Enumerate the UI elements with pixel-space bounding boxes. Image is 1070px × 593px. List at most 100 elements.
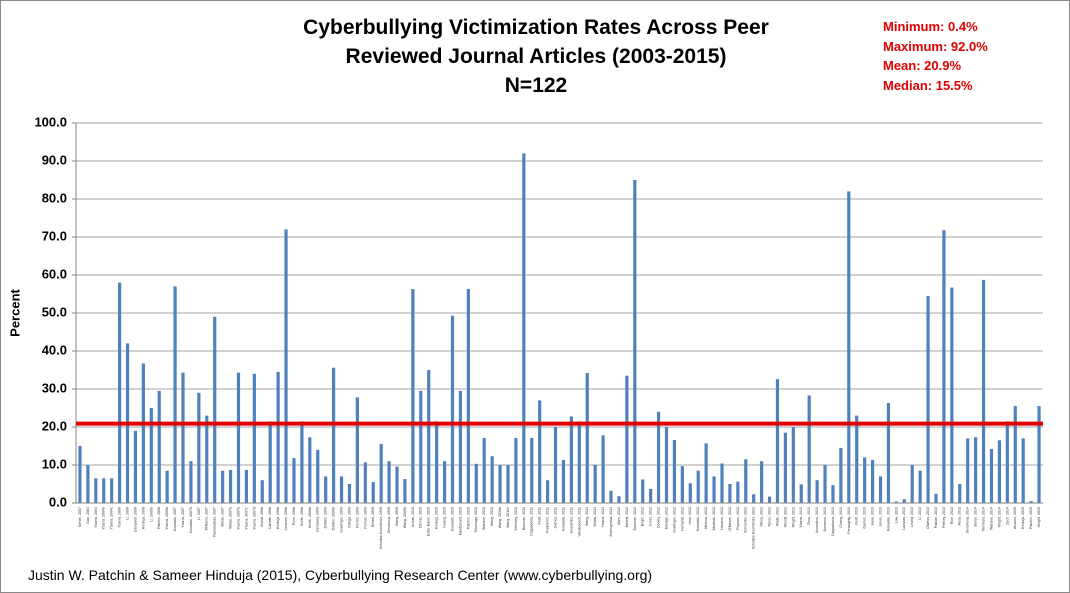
bar xyxy=(974,437,978,503)
bar xyxy=(839,447,843,503)
bar xyxy=(609,490,613,503)
bar xyxy=(221,470,225,503)
bar xyxy=(498,465,502,503)
bar xyxy=(752,494,756,503)
x-tick-label: Wolak, 2007 xyxy=(221,507,225,527)
bar xyxy=(173,286,177,503)
bar xyxy=(902,499,906,503)
bar xyxy=(252,373,256,503)
x-tick-label: Dooley, 2012 xyxy=(657,507,661,528)
x-tick-label: Chang, 2013 xyxy=(839,507,843,528)
x-tick-label: Ybarra, 2007c xyxy=(244,507,248,530)
bar xyxy=(339,476,344,503)
bar xyxy=(918,470,922,503)
bar xyxy=(585,373,589,503)
bar xyxy=(316,449,320,503)
x-tick-label: Huang, 2010 xyxy=(443,507,447,528)
x-tick-label: Lazuras, 2013 xyxy=(902,507,906,530)
x-tick-label: Li, 2013 xyxy=(918,507,922,520)
x-tick-label: Bonanno, 2013 xyxy=(823,507,827,531)
x-tick-label: Alvarez, 2015 xyxy=(1013,507,1017,529)
bar xyxy=(514,438,518,503)
x-tick-label: Ybarra, 2004b xyxy=(102,507,106,530)
bar xyxy=(427,370,431,503)
bar xyxy=(775,379,780,503)
bar xyxy=(110,478,114,503)
x-tick-label: Ybarra, 2004c xyxy=(110,507,114,530)
bar xyxy=(744,459,748,503)
x-tick-label: Sourander, 2011 xyxy=(569,507,573,533)
y-tick-label: 0.0 xyxy=(49,494,67,509)
x-tick-label: Aricak, 2010 xyxy=(411,507,415,527)
x-tick-label: Sevcikova, 2009 xyxy=(387,507,391,533)
bar xyxy=(855,415,859,503)
bar xyxy=(442,461,447,503)
x-tick-label: Patchin, 2006 xyxy=(157,507,161,529)
x-tick-label: Li, 2006 xyxy=(125,507,129,520)
bar xyxy=(649,488,653,503)
bar xyxy=(1037,406,1041,503)
bar xyxy=(205,415,209,503)
bar xyxy=(736,481,740,503)
x-tick-label: Fenaughty, 2013 xyxy=(847,507,851,534)
x-tick-label: Kowalski, 2011 xyxy=(561,507,565,531)
x-tick-label: Kowalski, 2012 xyxy=(696,507,700,531)
bar xyxy=(268,421,272,503)
bar xyxy=(189,461,193,503)
bar xyxy=(490,456,494,503)
x-tick-label: Wang, 2010b xyxy=(498,507,502,528)
bar xyxy=(236,372,241,503)
bar xyxy=(117,282,122,503)
annotation: Mean: 20.9% xyxy=(883,58,962,73)
x-tick-label: Williams, 2007 xyxy=(205,507,209,530)
bar xyxy=(767,496,772,503)
x-tick-label: Dao, 2004 xyxy=(86,507,90,524)
x-tick-label: Erdur-Baker, 2010 xyxy=(427,507,431,536)
bar xyxy=(815,480,819,503)
x-tick-label: Dilmac, 2010 xyxy=(419,507,423,528)
y-axis-label: Percent xyxy=(7,288,22,336)
x-tick-label: Riebel, 2009 xyxy=(371,507,375,527)
annotation: Median: 15.5% xyxy=(883,77,973,93)
bar xyxy=(482,438,486,503)
x-tick-label: Wang, 2009b xyxy=(403,507,407,528)
bar xyxy=(466,289,470,503)
bar xyxy=(847,191,851,503)
x-tick-label: Calvete, 2008 xyxy=(268,507,272,529)
x-tick-label: Wang, 2011 xyxy=(585,507,589,526)
bar xyxy=(403,479,407,503)
bar xyxy=(704,443,708,503)
x-tick-label: Law, 2013 xyxy=(894,507,898,523)
x-tick-label: Juvonen, 2008 xyxy=(284,507,288,531)
subtitle: N=122 xyxy=(504,74,568,97)
x-tick-label: Walrave, 2010 xyxy=(482,507,486,530)
x-tick-label: Raskauskas, 2007 xyxy=(213,507,217,537)
x-tick-label: Dempsey, 2009 xyxy=(316,507,320,532)
bar xyxy=(538,400,542,503)
x-tick-label: O'Moore, 2012 xyxy=(728,507,732,531)
y-tick-label: 100.0 xyxy=(34,114,67,129)
bar xyxy=(506,465,510,503)
bar xyxy=(712,476,716,503)
x-tick-label: Vandebosch, 2011 xyxy=(577,507,581,536)
x-tick-label: Smith, 2008b xyxy=(308,507,312,528)
x-tick-label: Sevcikova, 2014 xyxy=(966,507,970,533)
x-tick-label: Hinduja, 2006 xyxy=(141,507,145,529)
bar xyxy=(213,316,217,503)
x-tick-label: Ararat, 2008 xyxy=(260,507,264,527)
bar xyxy=(419,390,423,503)
x-tick-label: Popovic, 2012 xyxy=(736,507,740,530)
annotation: Maximum: 92.0% xyxy=(883,38,988,54)
bar xyxy=(617,496,621,503)
x-tick-label: Ortega, 2009 xyxy=(347,507,351,528)
bar xyxy=(276,371,280,503)
x-tick-label: Festl, 2011 xyxy=(538,507,542,525)
bar xyxy=(450,315,455,503)
x-tick-label: Kowalski, 2013 xyxy=(886,507,890,531)
bar xyxy=(1013,406,1017,503)
x-tick-label: Walrave, 2014 xyxy=(989,507,993,530)
bar xyxy=(181,372,185,503)
x-tick-label: Rice, 2013 xyxy=(950,507,954,524)
